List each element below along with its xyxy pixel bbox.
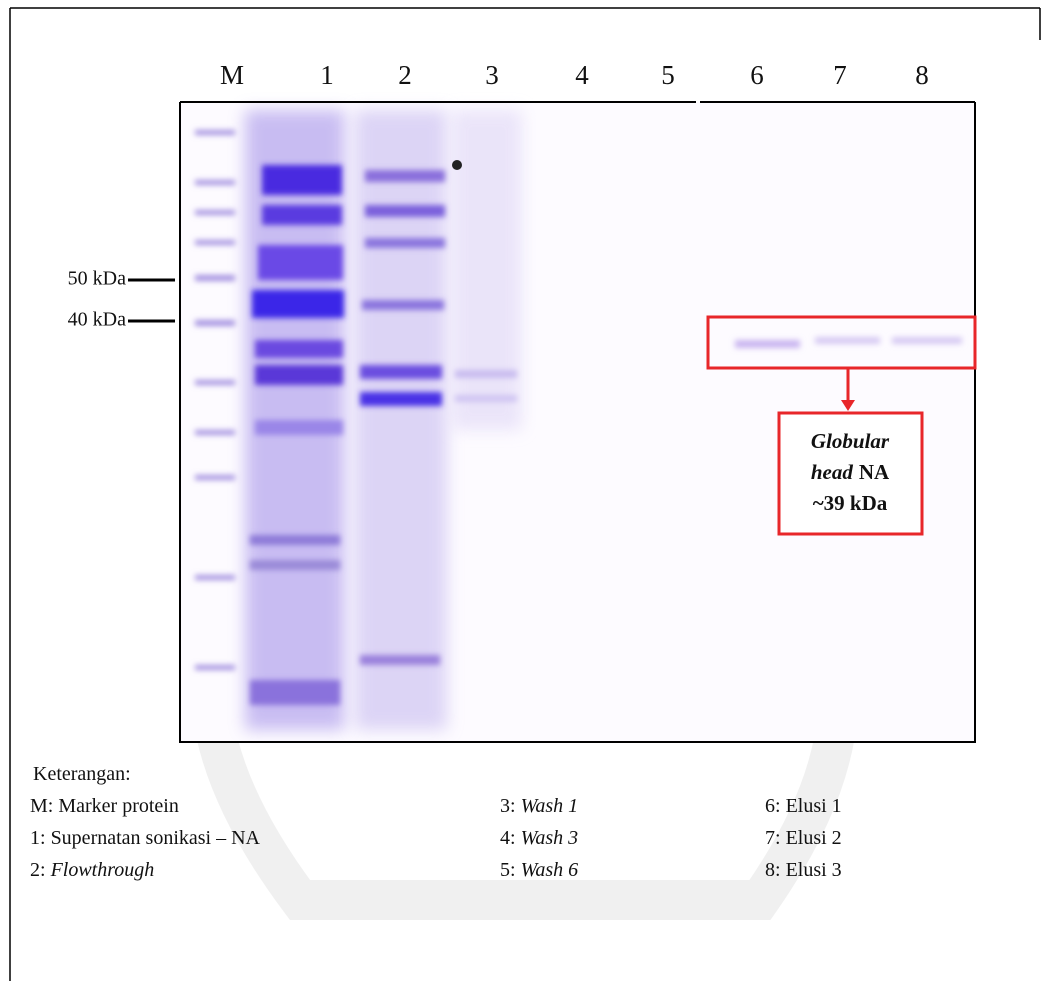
marker-label: 50 kDa [68, 268, 126, 290]
legend-text: Marker protein [58, 795, 179, 817]
legend-item: 1: Supernatan sonikasi – NA [30, 827, 261, 849]
annotation-text: Globular [811, 429, 890, 453]
legend-item: 3: Wash 1 [500, 795, 578, 817]
lane-label: 3 [485, 60, 499, 90]
legend-item: M: Marker protein [30, 795, 179, 817]
legend-text: Supernatan sonikasi – NA [51, 827, 261, 849]
legend-key: M: [30, 795, 53, 817]
legend-key: 4: [500, 827, 516, 849]
lane-label: 6 [750, 60, 764, 90]
lane-label: M [220, 60, 244, 90]
lane-labels: M 1 2 3 4 5 6 7 8 [220, 60, 929, 90]
annotation-text: head [811, 460, 854, 484]
legend-item: 2: Flowthrough [30, 859, 154, 881]
annotation: Globular head NA ~39 kDa [706, 315, 977, 536]
legend-text: Wash 6 [521, 859, 579, 881]
legend-title: Keterangan: [33, 763, 131, 785]
legend-item: 5: Wash 6 [500, 859, 578, 881]
legend-key: 6: [765, 795, 781, 817]
marker-labels: 50 kDa 40 kDa [68, 268, 175, 331]
frame [9, 7, 1041, 981]
legend-item: 4: Wash 3 [500, 827, 578, 849]
legend-key: 1: [30, 827, 46, 849]
legend-text: Flowthrough [50, 859, 155, 881]
legend-text: Elusi 3 [786, 859, 842, 881]
legend-key: 7: [765, 827, 781, 849]
legend-text: Elusi 2 [786, 827, 842, 849]
legend-item: 8: Elusi 3 [765, 859, 842, 881]
gel [179, 101, 976, 743]
legend-key: 3: [500, 795, 516, 817]
legend-text: Elusi 1 [786, 795, 842, 817]
lane-label: 8 [915, 60, 929, 90]
highlight-box [706, 315, 977, 370]
legend-item: 7: Elusi 2 [765, 827, 842, 849]
annotation-box [777, 411, 924, 536]
lane-label: 2 [398, 60, 412, 90]
lane-label: 1 [320, 60, 334, 90]
arrow-head [841, 400, 855, 411]
legend-text: Wash 1 [521, 795, 579, 817]
legend: Keterangan: M: Marker protein 1: Supernata… [30, 763, 842, 881]
legend-key: 5: [500, 859, 516, 881]
lane-label: 7 [833, 60, 847, 90]
annotation-text: head NA [811, 460, 890, 484]
annotation-text: ~39 kDa [813, 491, 888, 515]
legend-key: 2: [30, 859, 46, 881]
lane-label: 4 [575, 60, 589, 90]
legend-item: 6: Elusi 1 [765, 795, 842, 817]
marker-label: 40 kDa [68, 309, 126, 331]
legend-key: 8: [765, 859, 781, 881]
legend-text: Wash 3 [521, 827, 579, 849]
annotation-text: NA [859, 460, 890, 484]
lane-label: 5 [661, 60, 675, 90]
